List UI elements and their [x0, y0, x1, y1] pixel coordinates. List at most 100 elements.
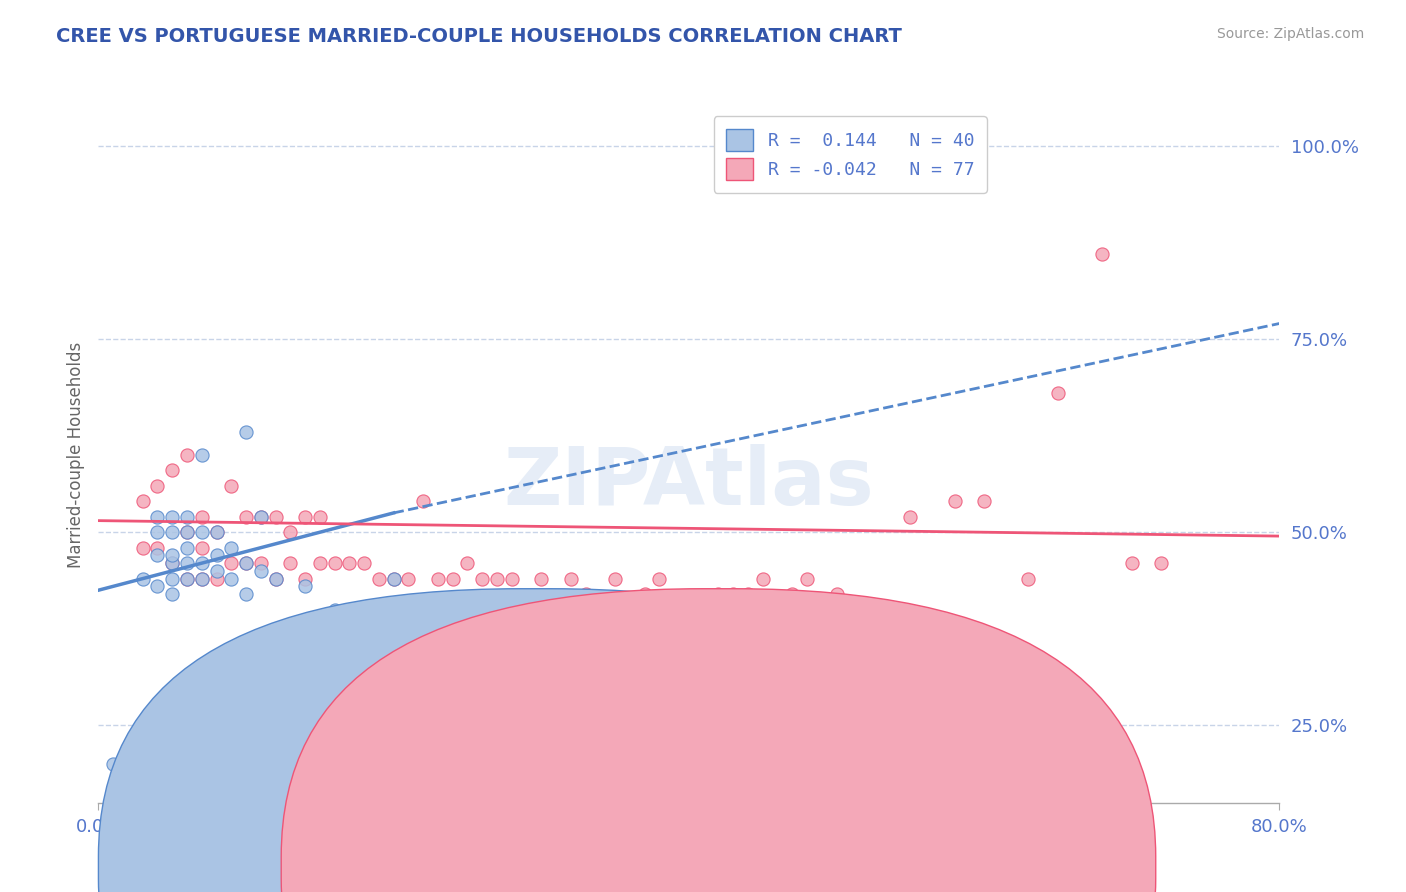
Point [294, 509, 316, 524]
Point [162, 463, 183, 477]
Text: ZIPAtlas: ZIPAtlas [503, 443, 875, 522]
Point [235, 425, 257, 439]
Point [368, 572, 391, 586]
Point [721, 587, 744, 601]
Point [176, 525, 198, 540]
Point [1150, 556, 1173, 570]
Point [235, 556, 257, 570]
Point [456, 556, 478, 570]
Point [664, 618, 686, 632]
Point [796, 572, 818, 586]
Point [900, 509, 922, 524]
Point [250, 509, 273, 524]
Point [191, 541, 214, 555]
Point [323, 556, 346, 570]
Point [219, 572, 242, 586]
Point [368, 657, 391, 671]
Point [219, 556, 242, 570]
Point [219, 479, 242, 493]
Point [132, 572, 155, 586]
Point [146, 479, 169, 493]
Point [294, 572, 316, 586]
Point [900, 695, 922, 709]
Point [176, 525, 198, 540]
Point [278, 618, 302, 632]
Point [855, 602, 877, 616]
Point [337, 556, 360, 570]
Point [707, 648, 730, 663]
Point [191, 572, 214, 586]
Point [501, 572, 523, 586]
Point [1046, 386, 1069, 401]
Text: CREE VS PORTUGUESE MARRIED-COUPLE HOUSEHOLDS CORRELATION CHART: CREE VS PORTUGUESE MARRIED-COUPLE HOUSEH… [56, 27, 903, 45]
Point [146, 579, 169, 593]
Point [973, 494, 995, 508]
Point [162, 549, 183, 563]
Point [766, 602, 789, 616]
Point [751, 572, 773, 586]
Point [486, 572, 509, 586]
Point [162, 525, 183, 540]
Point [486, 633, 509, 648]
Point [176, 572, 198, 586]
Point [146, 525, 169, 540]
Point [235, 587, 257, 601]
Point [1017, 572, 1039, 586]
Point [162, 556, 183, 570]
Point [162, 587, 183, 601]
Point [427, 572, 450, 586]
Point [1091, 247, 1114, 261]
Point [515, 602, 537, 616]
Point [530, 572, 553, 586]
Point [235, 556, 257, 570]
Point [855, 695, 877, 709]
Point [176, 448, 198, 462]
Point [294, 579, 316, 593]
Point [235, 509, 257, 524]
Point [678, 618, 700, 632]
Point [382, 572, 405, 586]
Y-axis label: Married-couple Households: Married-couple Households [66, 342, 84, 568]
Point [162, 556, 183, 570]
Point [146, 549, 169, 563]
Point [560, 572, 582, 586]
Point [396, 572, 419, 586]
Point [309, 618, 332, 632]
Point [605, 633, 627, 648]
Point [146, 509, 169, 524]
Point [943, 494, 966, 508]
Point [205, 572, 228, 586]
Point [278, 556, 302, 570]
Point [441, 572, 464, 586]
Point [353, 602, 375, 616]
Point [191, 556, 214, 570]
Point [707, 587, 730, 601]
Point [205, 564, 228, 578]
Point [412, 494, 434, 508]
Text: Cree: Cree [562, 858, 605, 876]
Point [309, 509, 332, 524]
Point [205, 549, 228, 563]
Point [810, 618, 832, 632]
Point [309, 556, 332, 570]
Point [382, 572, 405, 586]
Point [176, 541, 198, 555]
Point [191, 525, 214, 540]
Point [162, 572, 183, 586]
Text: Source: ZipAtlas.com: Source: ZipAtlas.com [1216, 27, 1364, 41]
Point [264, 509, 287, 524]
Point [323, 602, 346, 616]
Point [146, 541, 169, 555]
Point [337, 618, 360, 632]
Point [648, 572, 671, 586]
Point [176, 572, 198, 586]
Point [176, 509, 198, 524]
Point [132, 541, 155, 555]
Point [132, 494, 155, 508]
Point [250, 564, 273, 578]
Point [191, 509, 214, 524]
Point [471, 572, 494, 586]
Point [264, 572, 287, 586]
Text: Portuguese: Portuguese [745, 858, 846, 876]
Point [1121, 556, 1143, 570]
